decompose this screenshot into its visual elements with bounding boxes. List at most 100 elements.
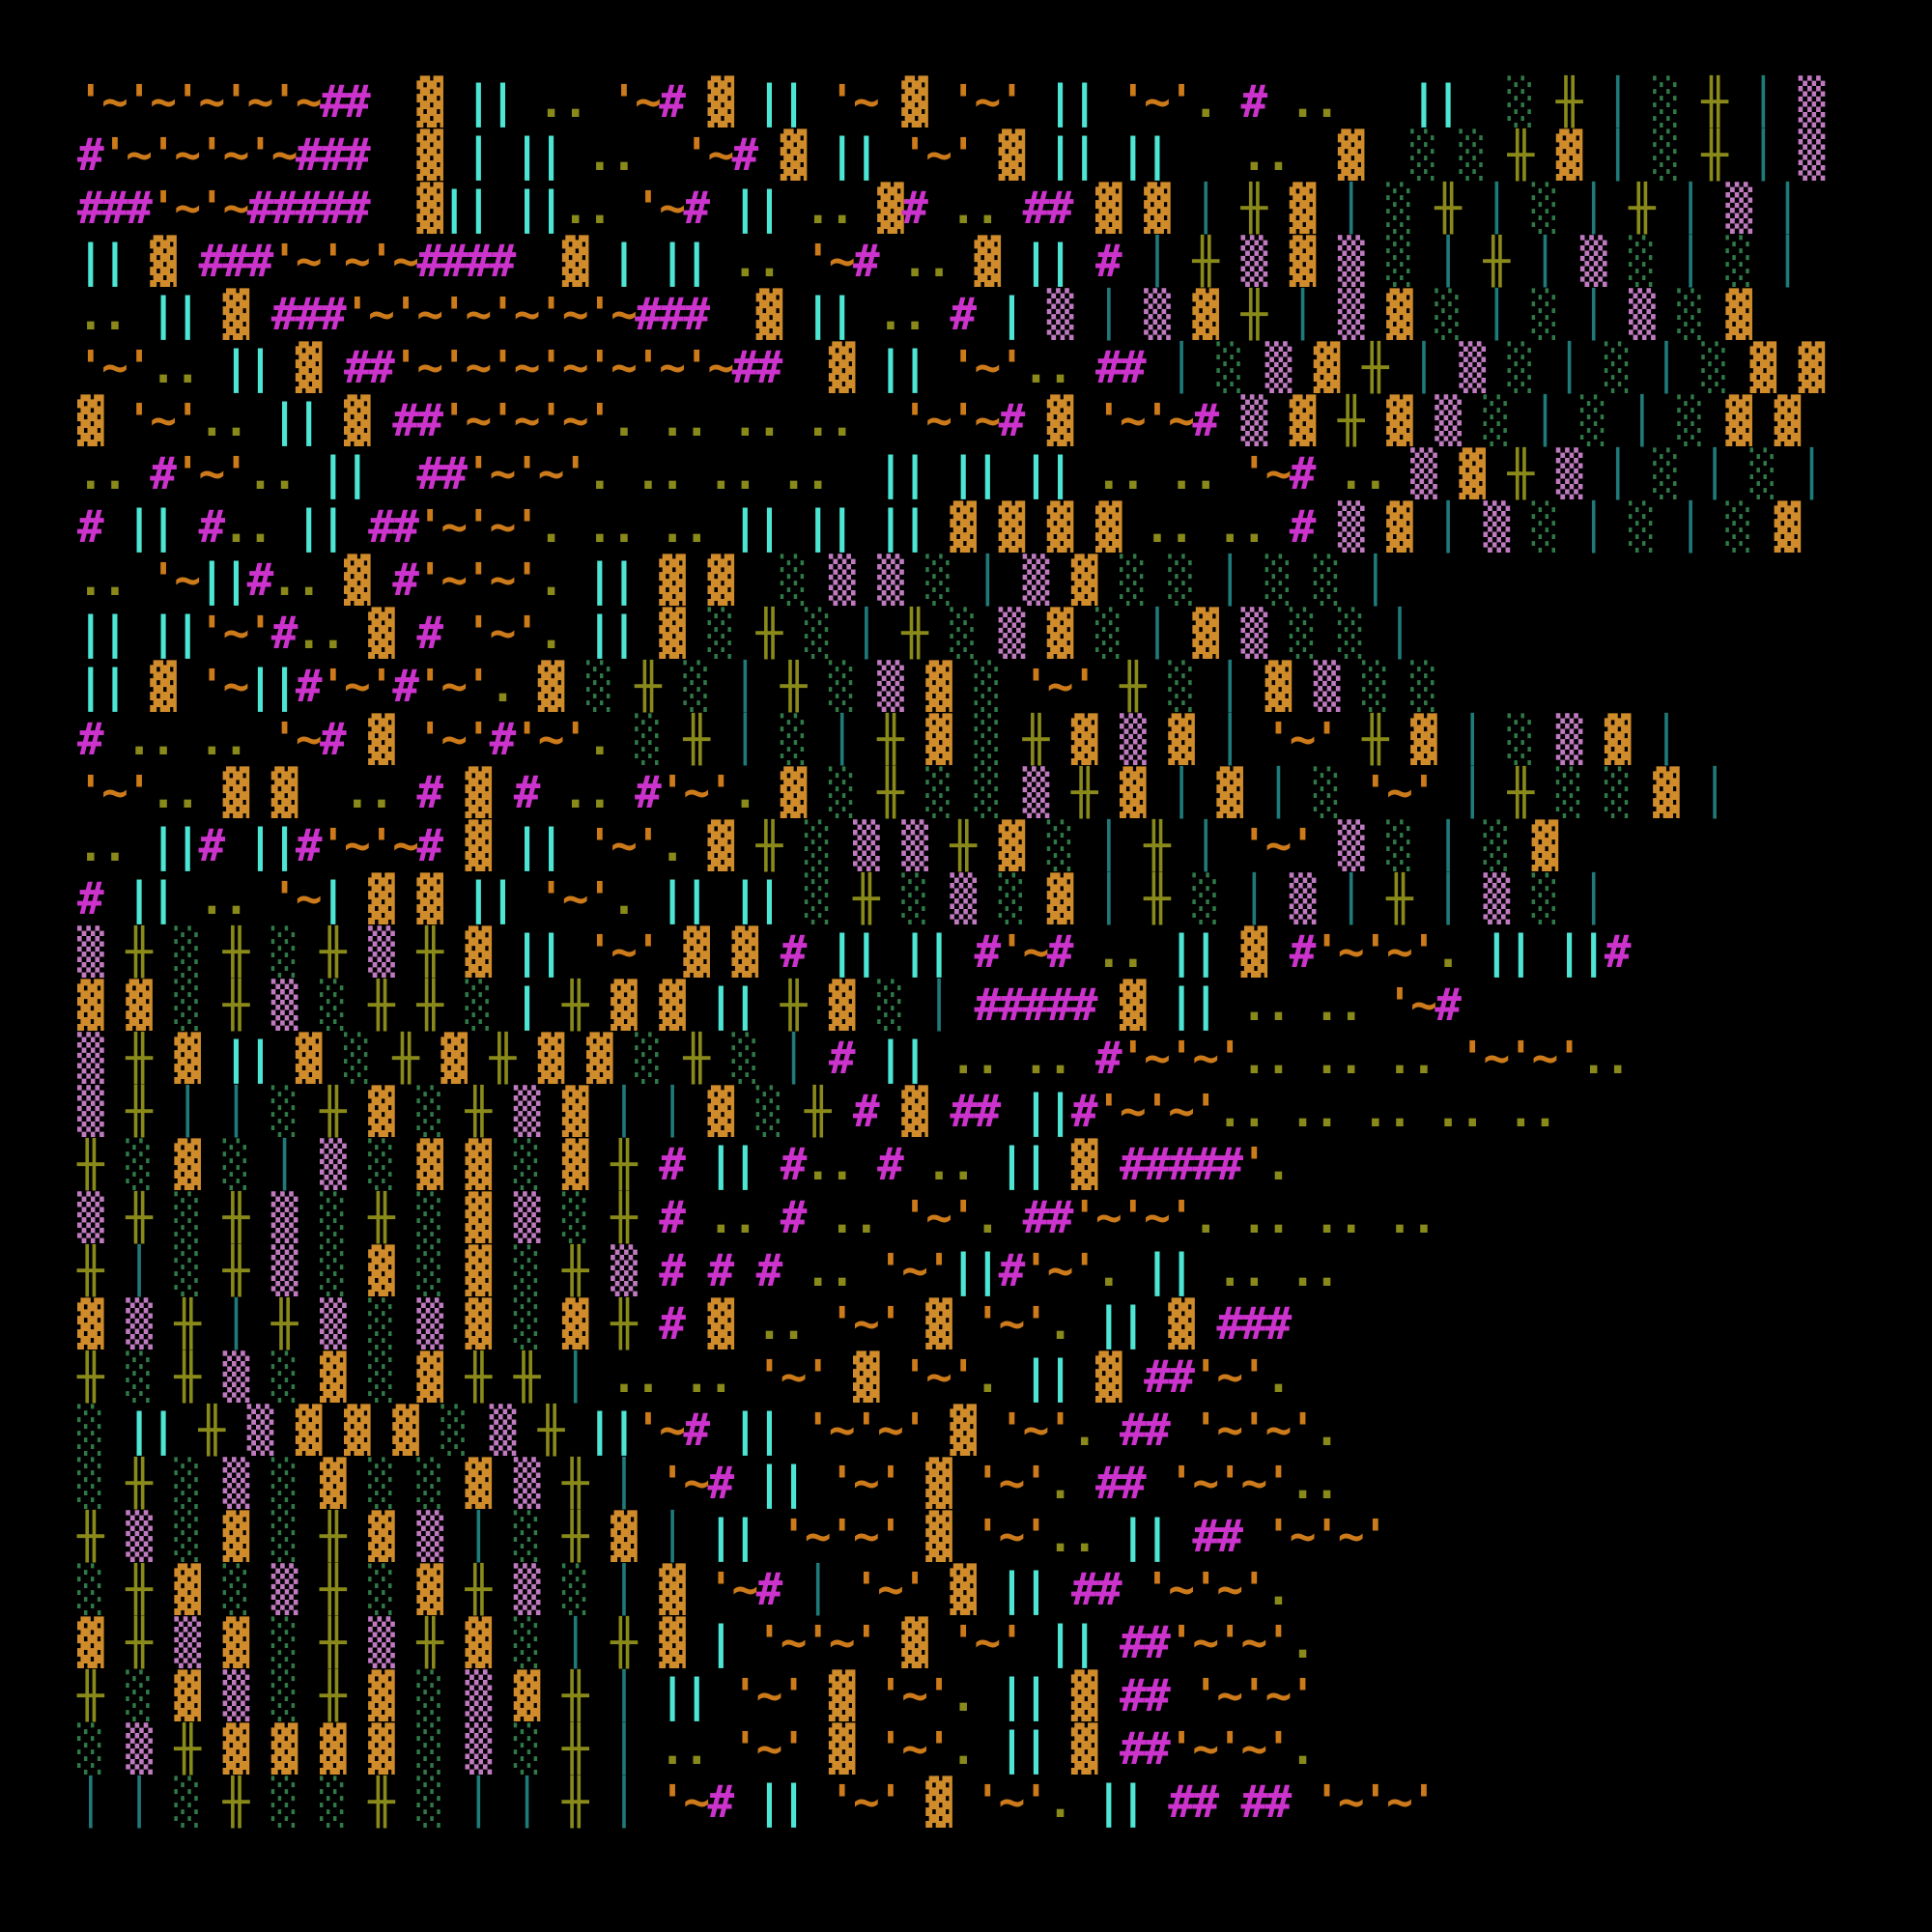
ascii-cell: .: [222, 872, 250, 924]
ascii-cell: .: [1337, 447, 1365, 499]
ascii-cell: ~: [853, 1297, 880, 1350]
ascii-cell: [1799, 1510, 1823, 1563]
ascii-cell: ▓: [1386, 394, 1413, 446]
ascii-cell: .: [222, 394, 250, 446]
ascii-cell: ': [974, 1457, 1002, 1509]
ascii-cell: [1749, 1563, 1774, 1616]
ascii-cell: ▒: [270, 1191, 298, 1243]
ascii-cell: [392, 1138, 416, 1191]
ascii-cell: [1653, 925, 1677, 979]
ascii-cell: [1653, 1563, 1677, 1616]
ascii-cell: [1265, 182, 1290, 235]
ascii-cell: ▓: [416, 182, 444, 234]
ascii-cell: [1532, 607, 1556, 660]
ascii-cell: [101, 979, 126, 1032]
ascii-cell: [1459, 554, 1483, 607]
ascii-cell: ╫: [1192, 235, 1220, 287]
ascii-cell: [1775, 1085, 1799, 1138]
ascii-cell: [1459, 1457, 1483, 1510]
ascii-cell: [1508, 1776, 1532, 1829]
ascii-cell: [1532, 925, 1556, 979]
ascii-cell: [1580, 1138, 1605, 1191]
ascii-cell: .: [1264, 1191, 1293, 1243]
ascii-cell: [490, 1616, 514, 1669]
ascii-cell: [1314, 1563, 1338, 1616]
ascii-cell: .: [1192, 447, 1220, 499]
ascii-cell: [126, 607, 150, 660]
ascii-cell: |: [1144, 1244, 1171, 1296]
ascii-cell: [247, 1138, 271, 1191]
ascii-cell: [296, 1616, 320, 1669]
ascii-cell: [1435, 1032, 1459, 1085]
ascii-cell: [1071, 447, 1095, 500]
ascii-cell: [1580, 713, 1605, 766]
ascii-cell: #: [77, 182, 104, 234]
ascii-cell: ~: [1386, 925, 1413, 978]
ascii-cell: [1192, 1297, 1216, 1350]
ascii-cell: [1338, 554, 1362, 607]
ascii-cell: [466, 1032, 490, 1085]
ascii-cell: ▓: [780, 766, 808, 818]
ascii-cell: [1435, 1138, 1459, 1191]
ascii-cell: ': [1144, 1085, 1171, 1137]
ascii-cell: ░: [174, 925, 202, 978]
ascii-cell: [368, 1404, 392, 1457]
ascii-cell: [683, 607, 707, 660]
ascii-cell: |: [707, 979, 735, 1031]
ascii-cell: ~: [101, 75, 128, 128]
ascii-cell: [1532, 75, 1556, 128]
ascii-cell: [1605, 1457, 1629, 1510]
ascii-cell: ░: [77, 1404, 104, 1456]
ascii-cell: [1095, 713, 1120, 766]
ascii-cell: ': [635, 819, 662, 871]
ascii-row: ▓ ╫ ▒ ▓ ░ ╫ ▒ ╫ ▓ ░ │ ╫ ▓ | '~'~' ▓ '~' …: [77, 1616, 1823, 1669]
ascii-cell: ~: [1264, 1404, 1293, 1456]
ascii-cell: [901, 1457, 925, 1510]
ascii-cell: ╫: [1240, 288, 1268, 340]
ascii-cell: [198, 925, 222, 979]
ascii-cell: #: [270, 288, 298, 340]
ascii-cell: [368, 394, 392, 447]
ascii-cell: [440, 1138, 465, 1191]
ascii-cell: ╫: [319, 1510, 347, 1562]
ascii-cell: #: [1192, 1776, 1220, 1828]
ascii-cell: ╫: [853, 872, 880, 924]
ascii-cell: [344, 713, 368, 766]
ascii-cell: [756, 1510, 781, 1563]
ascii-cell: │: [659, 1085, 686, 1137]
ascii-cell: [1144, 925, 1168, 979]
ascii-cell: [1508, 288, 1532, 341]
ascii-cell: ~: [1264, 447, 1293, 499]
ascii-cell: .: [295, 607, 323, 659]
ascii-cell: [247, 1616, 271, 1669]
ascii-cell: [1799, 288, 1823, 341]
ascii-cell: [756, 1138, 781, 1191]
ascii-cell: #: [683, 288, 711, 340]
ascii-cell: ░: [270, 1776, 298, 1828]
ascii-cell: #: [1144, 1722, 1171, 1775]
ascii-cell: ░: [950, 607, 978, 659]
ascii-cell: [853, 1244, 877, 1297]
ascii-cell: [683, 554, 707, 607]
ascii-cell: |: [1022, 1138, 1050, 1190]
ascii-cell: │: [1798, 447, 1826, 499]
ascii-cell: ': [635, 182, 662, 234]
ascii-cell: [586, 1669, 611, 1722]
ascii-cell: |: [755, 1776, 783, 1828]
ascii-cell: ▓: [368, 872, 395, 924]
ascii-cell: [635, 554, 659, 607]
ascii-cell: [1435, 1510, 1459, 1563]
ascii-cell: .: [1579, 1032, 1607, 1084]
ascii-cell: ': [877, 1244, 904, 1296]
ascii-cell: ░: [1507, 341, 1535, 393]
ascii-cell: |: [150, 288, 177, 340]
ascii-cell: ': [561, 713, 589, 765]
ascii-cell: .: [1216, 1244, 1244, 1296]
ascii-cell: ╫: [222, 925, 250, 978]
ascii-cell: ╫: [1144, 872, 1171, 924]
ascii-cell: |: [1046, 1085, 1074, 1137]
ascii-cell: [1362, 1032, 1386, 1085]
ascii-cell: ': [465, 660, 493, 712]
ascii-cell: │: [1653, 713, 1680, 765]
ascii-cell: |: [998, 1563, 1026, 1615]
